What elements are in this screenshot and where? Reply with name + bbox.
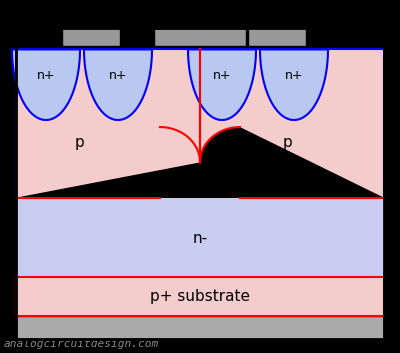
- Polygon shape: [84, 49, 152, 120]
- Polygon shape: [260, 49, 328, 120]
- Text: n+: n+: [37, 70, 55, 82]
- Polygon shape: [188, 49, 256, 120]
- Bar: [16, 198, 384, 277]
- Bar: [16, 28, 384, 339]
- Polygon shape: [16, 49, 200, 198]
- Polygon shape: [200, 49, 384, 198]
- Text: n+: n+: [109, 70, 127, 82]
- Text: n+: n+: [213, 70, 231, 82]
- Text: n-: n-: [192, 231, 208, 246]
- Bar: [16, 316, 384, 339]
- Bar: [62, 28, 120, 46]
- Bar: [16, 277, 384, 316]
- Text: p: p: [283, 136, 293, 150]
- Bar: [154, 28, 246, 46]
- Bar: [248, 28, 306, 46]
- Polygon shape: [12, 49, 80, 120]
- Text: p+ substrate: p+ substrate: [150, 289, 250, 304]
- Text: analogcircuitdesign.com: analogcircuitdesign.com: [4, 340, 159, 349]
- Text: n+: n+: [285, 70, 303, 82]
- Text: p: p: [75, 136, 85, 150]
